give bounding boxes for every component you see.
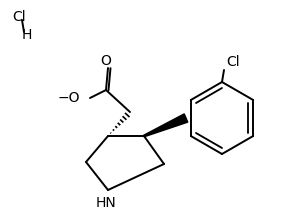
Polygon shape xyxy=(144,114,188,137)
Text: O: O xyxy=(100,54,111,68)
Text: H: H xyxy=(22,28,32,42)
Text: −O: −O xyxy=(58,91,80,105)
Text: Cl: Cl xyxy=(12,10,26,24)
Text: Cl: Cl xyxy=(226,55,240,69)
Text: HN: HN xyxy=(96,196,116,210)
